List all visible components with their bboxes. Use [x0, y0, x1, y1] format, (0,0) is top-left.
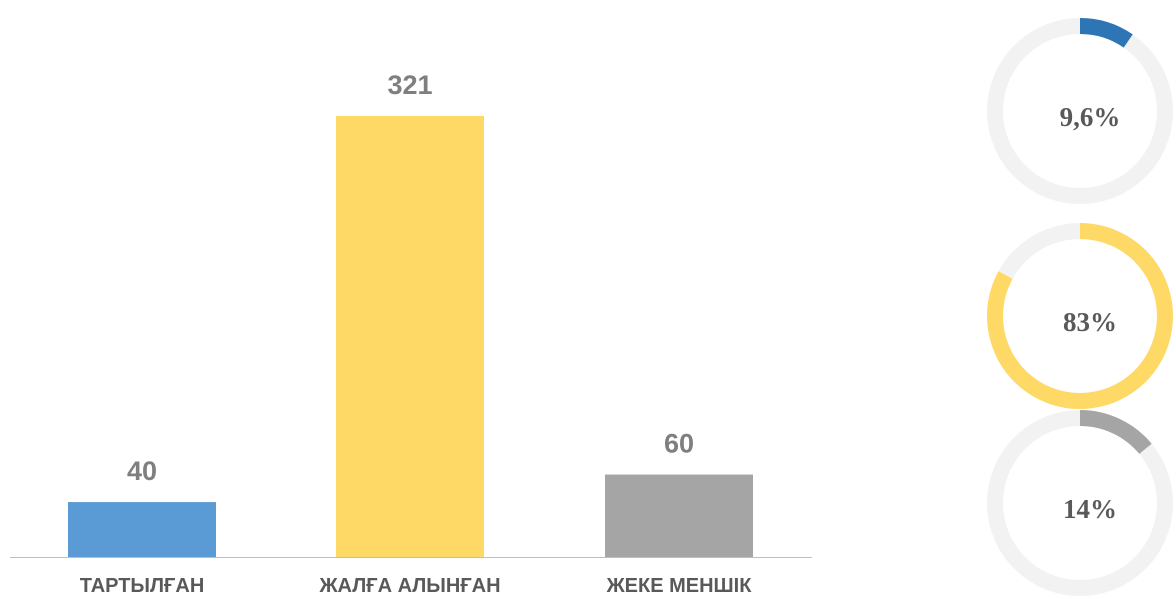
- donut-label: 83%: [1063, 307, 1117, 337]
- bar: [68, 502, 216, 557]
- value-label: 321: [387, 70, 432, 100]
- donut-arc: [1079, 410, 1152, 455]
- donut-arc: [987, 223, 1173, 409]
- category-label: ЖЕКЕ МЕНШІК: [606, 575, 753, 597]
- category-label: ТАРТЫЛҒАН: [80, 575, 205, 597]
- donut-arc: [1079, 18, 1133, 48]
- value-label: 60: [664, 429, 694, 459]
- donut-label: 9,6%: [1060, 102, 1121, 132]
- category-label: ЖАЛҒА АЛЫНҒАН: [318, 575, 500, 597]
- bar: [336, 116, 484, 557]
- donut-label: 14%: [1063, 494, 1117, 524]
- bar: [605, 474, 753, 557]
- value-label: 40: [127, 456, 157, 486]
